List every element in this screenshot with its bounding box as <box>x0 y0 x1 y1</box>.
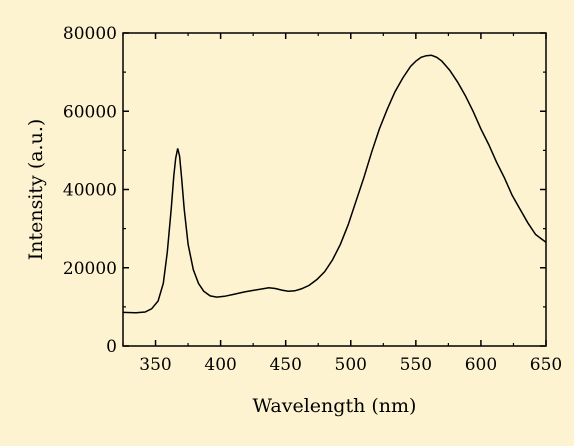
y-axis-title: Intensity (a.u.) <box>25 119 47 261</box>
x-tick-label: 350 <box>139 355 171 375</box>
x-tick-label: 400 <box>204 355 236 375</box>
intensity-line <box>122 54 547 314</box>
y-tick-label: 0 <box>106 337 117 357</box>
x-tick-label: 500 <box>335 355 367 375</box>
y-tick-label: 60000 <box>63 102 117 122</box>
x-axis-title: Wavelength (nm) <box>253 395 417 417</box>
x-tick-label: 650 <box>530 355 562 375</box>
plot-frame <box>122 32 547 347</box>
x-tick-label: 600 <box>465 355 497 375</box>
y-tick-label: 20000 <box>63 259 117 279</box>
y-tick-label: 40000 <box>63 181 117 201</box>
y-tick-label: 80000 <box>63 24 117 44</box>
x-tick-label: 550 <box>400 355 432 375</box>
x-axis-ticks: 350 400 450 500 550 600 650 <box>122 33 562 375</box>
y-axis-ticks: 0 20000 40000 60000 80000 <box>63 24 546 357</box>
x-tick-label: 450 <box>269 355 301 375</box>
